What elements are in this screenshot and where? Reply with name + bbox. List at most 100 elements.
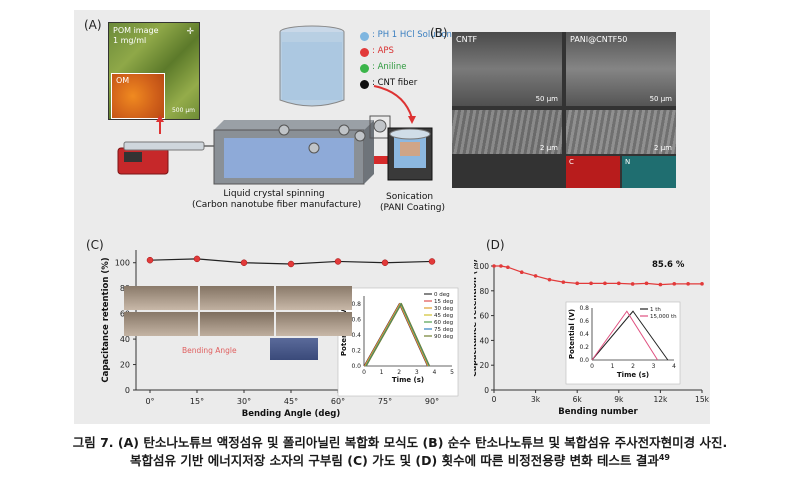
spinning-schematic (117, 115, 416, 185)
y-tick-label: 80 (479, 287, 489, 296)
inset-c-legend-label: 30 deg (434, 306, 453, 312)
legend-text: : APS (372, 46, 394, 56)
inset-c-y-tick-label: 0.0 (351, 363, 361, 370)
inset-c-x-tick-label: 4 (432, 369, 436, 376)
sonication-caption-1: Sonication (386, 192, 434, 202)
x-axis-label: Bending Angle (deg) (242, 409, 341, 419)
inset-d-frame (565, 301, 681, 385)
retention-point (700, 282, 704, 286)
x-axis-label: Bending number (558, 407, 638, 417)
eds-map-n: N (622, 156, 676, 188)
legend-dot (360, 32, 369, 41)
bend-photo (200, 312, 274, 336)
x-tick-label: 15° (190, 397, 204, 406)
y-tick-label: 40 (479, 336, 489, 345)
y-tick-label: 100 (115, 259, 130, 268)
beaker-schematic (279, 25, 433, 181)
caption-line-1: 그림 7. (A) 탄소나노튜브 액정섬유 및 폴리아닐린 복합화 모식도 (B… (72, 435, 728, 450)
om-image: OM (111, 73, 165, 119)
retention-point (672, 282, 677, 286)
eds-map-c: C (566, 156, 620, 188)
legend-item-aniline: : Aniline (360, 61, 510, 77)
inset-c-x-tick-label: 1 (380, 369, 384, 376)
retention-point (506, 265, 510, 270)
pom-title: POM image (113, 26, 159, 35)
y-tick-label: 0 (125, 386, 130, 395)
spinning-caption-2: (Carbon nanotube fiber manufacture) (192, 200, 362, 210)
y-tick-label: 0 (484, 386, 489, 395)
sem-cntf-title: CNTF (456, 35, 478, 44)
x-tick-label: 90° (425, 397, 439, 406)
inset-c-x-tick-label: 0 (362, 369, 366, 376)
inset-d-x-tick-label: 3 (652, 363, 656, 370)
sem-panel: CNTF 50 μm PANI@CNTF50 50 μm 2 μm 2 μm C… (452, 32, 676, 188)
legend-item-hcl: : PH 1 HCl Solution (360, 29, 510, 45)
x-tick-label: 3k (531, 395, 541, 404)
inset-d-legend-label: 1 th (650, 307, 661, 313)
retention-point (519, 270, 524, 274)
spinning-caption-1: Liquid crystal spinning (223, 189, 325, 199)
y-axis-label: Capacitance retention (%) (101, 257, 111, 382)
y-tick-label: 100 (475, 262, 490, 271)
retention-point (644, 281, 649, 286)
x-tick-label: 6k (573, 395, 583, 404)
bending-angle-label: Bending Angle (182, 346, 237, 355)
retention-point (603, 281, 607, 286)
retention-point (381, 259, 389, 266)
om-label: OM (116, 76, 130, 85)
bend-photo (124, 312, 198, 336)
retention-point (561, 280, 566, 284)
caption-ref: 49 (658, 452, 670, 462)
om-scale: 500 μm (171, 107, 195, 114)
chart-c: 0204060801000°15°30°45°60°75°90°Bending … (101, 250, 459, 419)
bend-photo (200, 286, 274, 310)
x-tick-label: 75° (378, 397, 392, 406)
inset-d-x-tick-label: 2 (631, 363, 635, 370)
inset-d-series-line (591, 310, 659, 361)
bend-photo (124, 286, 198, 310)
retention-annotation: 85.6 % (652, 260, 685, 270)
inset-c-y-tick-label: 0.4 (351, 332, 361, 339)
legend-item-aps: : APS (360, 45, 510, 61)
inset-c-y-tick-label: 0.8 (351, 301, 361, 308)
retention-point (492, 264, 496, 268)
retention-point (589, 281, 593, 286)
legend-text: : CNT fiber (372, 78, 418, 88)
x-tick-label: 12k (653, 395, 668, 404)
inset-c-x-tick-label: 3 (415, 369, 419, 376)
inset-c-x-tick-label: 5 (450, 369, 454, 376)
pom-image: POM image 1 mg/ml ✛ OM 500 μm (108, 22, 200, 120)
inset-c-series-line (366, 302, 431, 367)
legend-dot (360, 80, 369, 89)
x-tick-label: 60° (331, 397, 345, 406)
figure: (A) POM image 1 mg/ml ✛ OM 500 μm (74, 10, 710, 424)
y-tick-label: 20 (479, 361, 489, 370)
caption-line-2: 복합섬유 기반 에너지저장 소자의 구부림 (C) 가도 및 (D) 횟수에 따… (0, 450, 800, 469)
sonication-caption-2: (PANI Coating) (380, 203, 446, 213)
inset-c-x-tick-label: 2 (397, 369, 401, 376)
sem-scale-50: 50 μm (535, 95, 558, 103)
x-tick-label: 0 (492, 395, 497, 404)
retention-point (617, 281, 621, 286)
y-tick-label: 60 (479, 312, 489, 321)
x-tick-label: 15k (695, 395, 710, 404)
x-tick-label: 0° (145, 397, 154, 406)
inset-d-series-line (591, 310, 669, 361)
eds-c-label: C (569, 158, 574, 166)
inset-d-y-label: Potential (V) (568, 309, 576, 359)
legend-item-cnt: : CNT fiber (360, 77, 510, 93)
sem-scale-50b: 50 μm (649, 95, 672, 103)
legend-dot (360, 48, 369, 57)
retention-point (240, 259, 248, 266)
sem-scale-2: 2 μm (540, 144, 558, 152)
legend-text: : Aniline (372, 62, 407, 72)
sem-cntf-top: CNTF 50 μm (452, 32, 562, 106)
inset-c-legend-label: 15 deg (434, 299, 453, 305)
inset-c-y-tick-label: 0.6 (351, 316, 361, 323)
retention-point (658, 282, 663, 287)
sem-pani-title: PANI@CNTF50 (570, 35, 628, 44)
inset-d-y-tick-label: 0.8 (579, 305, 589, 312)
inset-c-legend-label: 60 deg (434, 320, 453, 326)
bend-photo-closeup (270, 338, 318, 360)
